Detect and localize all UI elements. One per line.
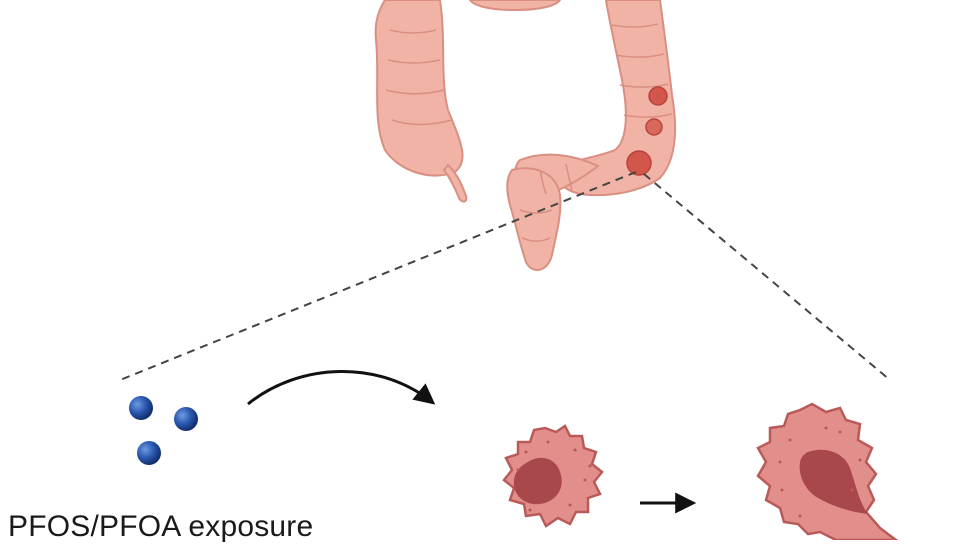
polyp-icon <box>648 86 668 106</box>
curved-arrow-icon <box>247 370 436 406</box>
nucleus-icon <box>799 449 868 514</box>
nucleus-icon <box>513 457 562 505</box>
pfas-particles <box>129 396 198 465</box>
particle-icon <box>174 407 198 431</box>
colon-icon <box>374 0 677 271</box>
cell-icon <box>502 424 604 528</box>
polyp-icon <box>645 118 663 136</box>
particle-icon <box>129 396 153 420</box>
polyp-icon <box>626 150 652 176</box>
exposure-label: PFOS/PFOA exposure <box>8 510 314 543</box>
particle-icon <box>137 441 161 465</box>
polyps <box>626 86 668 176</box>
cell-icon-transformed <box>756 402 899 540</box>
zoom-lines <box>119 171 891 381</box>
colon-haustra <box>385 23 673 242</box>
